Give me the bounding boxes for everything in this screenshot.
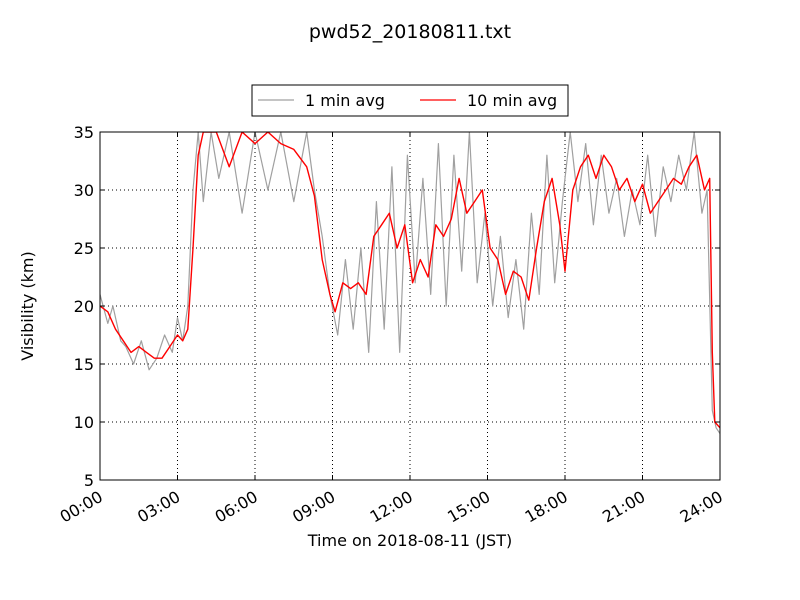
y-tick-label: 25	[74, 239, 94, 258]
series-line-10-min-avg	[100, 132, 720, 429]
series-line-1-min-avg	[100, 132, 720, 434]
y-tick-label: 5	[84, 471, 94, 490]
chart-title: pwd52_20180811.txt	[309, 21, 511, 43]
x-axis-label: Time on 2018-08-11 (JST)	[307, 531, 512, 550]
legend-label-1-min-avg: 1 min avg	[305, 91, 385, 110]
grid	[100, 132, 720, 480]
legend-label-10-min-avg: 10 min avg	[467, 91, 557, 110]
y-tick-label: 15	[74, 355, 94, 374]
legend: 1 min avg 10 min avg	[251, 84, 569, 117]
y-tick-label: 20	[74, 297, 94, 316]
y-tick-label: 30	[74, 181, 94, 200]
y-axis-label: Visibility (km)	[18, 251, 37, 360]
series-layer	[100, 132, 720, 434]
y-tick-label: 35	[74, 123, 94, 142]
legend-frame	[251, 84, 569, 117]
y-tick-label: 10	[74, 413, 94, 432]
